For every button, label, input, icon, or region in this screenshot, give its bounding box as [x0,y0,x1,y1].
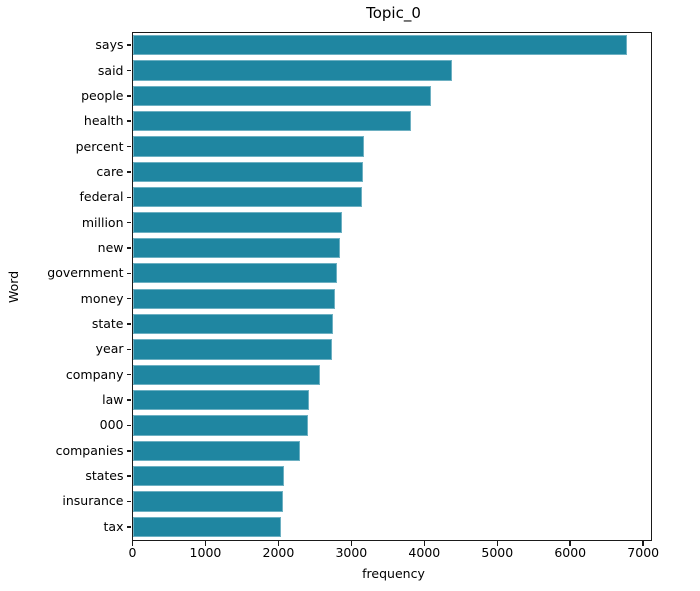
y-tick-label: percent [75,138,124,154]
y-tick-label: insurance [62,493,124,509]
bar-care [132,161,364,183]
bar-insurance [132,491,283,512]
bar-000 [132,415,309,436]
y-tick-label: million [81,214,124,230]
y-tick-label: federal [79,189,124,205]
y-tick-mark [126,323,131,325]
x-tick-mark [204,541,207,546]
y-tick-label: health [83,112,124,128]
y-tick-mark [126,171,131,173]
y-tick-label: said [97,62,124,78]
bar-money [132,288,335,309]
x-tick-mark [423,541,426,546]
y-tick-mark [126,399,131,401]
bar-states [132,465,285,487]
x-tick-mark [642,541,644,546]
bar-federal [132,187,363,208]
x-tick-label: 6000 [554,544,587,560]
y-tick-label: company [65,366,124,382]
bar-company [132,364,320,385]
y-tick-mark [126,475,131,477]
bar-people [132,85,431,106]
y-tick-mark [126,221,131,224]
bar-says [132,35,628,56]
y-tick-mark [126,297,131,300]
y-tick-mark [126,450,131,452]
y-tick-mark [126,95,131,97]
x-tick-mark [496,541,499,546]
plot-area: says said people health percent care federal mi… [47,31,659,558]
y-tick-mark [126,69,131,72]
bar-million [132,212,342,233]
x-tick-label: 4000 [408,544,441,560]
y-tick-mark [126,44,131,46]
y-tick-mark [126,120,131,122]
y-tick-mark [126,196,131,199]
x-tick-mark [350,541,353,546]
y-tick-mark [126,348,131,351]
bar-government [132,263,337,284]
y-tick-mark [126,373,131,376]
y-tick-label: year [95,341,124,357]
chart-title: Topic_0 [366,4,421,22]
y-tick-label: care [96,163,124,179]
y-tick-label: people [81,87,124,103]
bar-said [132,60,453,81]
y-tick-mark [126,526,131,528]
y-tick-mark [126,247,131,249]
y-tick-label: says [95,36,124,52]
bar-year [132,339,333,360]
y-tick-mark [126,500,131,503]
y-tick-label: companies [55,442,124,458]
bar-percent [132,136,364,157]
x-tick-mark [131,541,134,546]
bar-state [132,313,334,335]
y-tick-mark [126,424,131,427]
y-tick-label: law [102,391,124,407]
x-tick-label: 5000 [481,544,514,560]
y-tick-label: new [97,239,124,255]
y-tick-label: tax [103,518,124,534]
y-tick-label: state [91,315,124,331]
bar-health [132,111,412,132]
y-tick-label: 000 [99,417,124,433]
x-axis-label: frequency [362,566,425,581]
x-tick-mark [569,541,571,546]
bar-new [132,237,340,259]
bar-companies [132,440,301,461]
x-tick-label: 0 [128,544,137,560]
bar-law [132,389,310,411]
y-axis-label: Word [6,270,21,303]
y-tick-mark [126,272,131,275]
y-tick-label: states [85,467,124,483]
x-tick-label: 2000 [262,544,295,560]
bar-tax [132,516,282,537]
x-tick-label: 3000 [335,544,368,560]
y-tick-mark [126,145,131,148]
y-tick-label: money [80,290,124,306]
x-tick-mark [277,541,280,546]
x-tick-label: 7000 [627,544,660,560]
y-tick-label: government [47,265,124,281]
x-tick-label: 1000 [189,544,222,560]
